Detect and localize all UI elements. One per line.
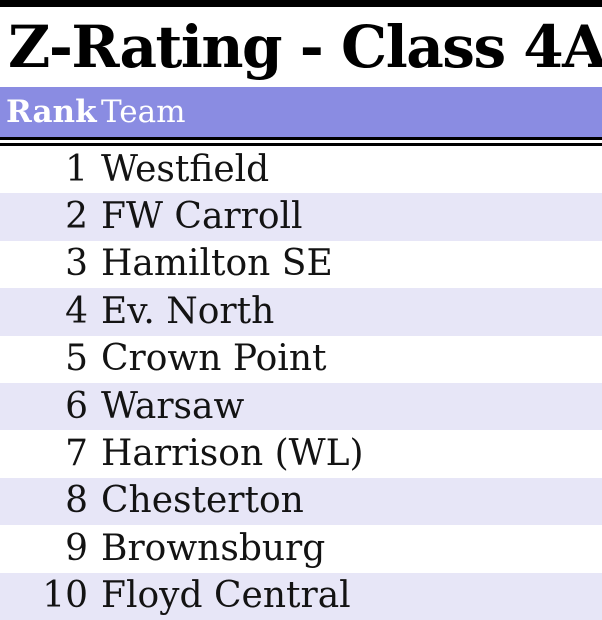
team-cell: Floyd Central bbox=[101, 575, 351, 617]
table-row: 9 Brownsburg bbox=[0, 525, 602, 573]
rank-cell: 2 bbox=[65, 196, 88, 238]
rank-cell: 4 bbox=[65, 290, 88, 332]
table-row: 1 Westfield bbox=[0, 146, 602, 194]
title-section: Z-Rating - Class 4A bbox=[0, 7, 602, 87]
rank-cell: 5 bbox=[65, 338, 88, 380]
team-cell: Westfield bbox=[101, 148, 270, 190]
rank-cell: 1 bbox=[65, 148, 88, 190]
table-header-row: Rank Team bbox=[0, 87, 602, 137]
team-cell: Crown Point bbox=[101, 338, 327, 380]
table-row: 8 Chesterton bbox=[0, 477, 602, 526]
column-header-team: Team bbox=[101, 93, 186, 130]
rank-cell: 9 bbox=[65, 527, 88, 569]
table-row: 4 Ev. North bbox=[0, 288, 602, 336]
top-crop-bar bbox=[0, 0, 602, 7]
page-title: Z-Rating - Class 4A bbox=[8, 13, 602, 81]
table-row: 7 Harrison (WL) bbox=[0, 430, 602, 478]
header-divider bbox=[0, 137, 602, 146]
column-header-rank: Rank bbox=[6, 93, 97, 130]
table-body: 1 Westfield 2 FW Carroll 3 Hamilton SE 4… bbox=[0, 146, 602, 620]
rank-cell: 6 bbox=[65, 385, 88, 427]
rank-cell: 7 bbox=[65, 433, 88, 475]
table-row: 3 Hamilton SE bbox=[0, 240, 602, 289]
rank-cell: 8 bbox=[65, 480, 88, 522]
rank-cell: 10 bbox=[42, 575, 88, 617]
team-cell: Chesterton bbox=[101, 480, 304, 522]
table-row: 6 Warsaw bbox=[0, 382, 602, 431]
team-cell: Warsaw bbox=[101, 385, 245, 427]
table-row: 5 Crown Point bbox=[0, 335, 602, 383]
team-cell: FW Carroll bbox=[101, 196, 303, 238]
table-row: 10 Floyd Central bbox=[0, 572, 602, 620]
table-row: 2 FW Carroll bbox=[0, 193, 602, 241]
team-cell: Harrison (WL) bbox=[101, 433, 364, 475]
team-cell: Ev. North bbox=[101, 290, 275, 332]
rank-cell: 3 bbox=[65, 243, 88, 285]
team-cell: Hamilton SE bbox=[101, 243, 333, 285]
team-cell: Brownsburg bbox=[101, 527, 326, 569]
